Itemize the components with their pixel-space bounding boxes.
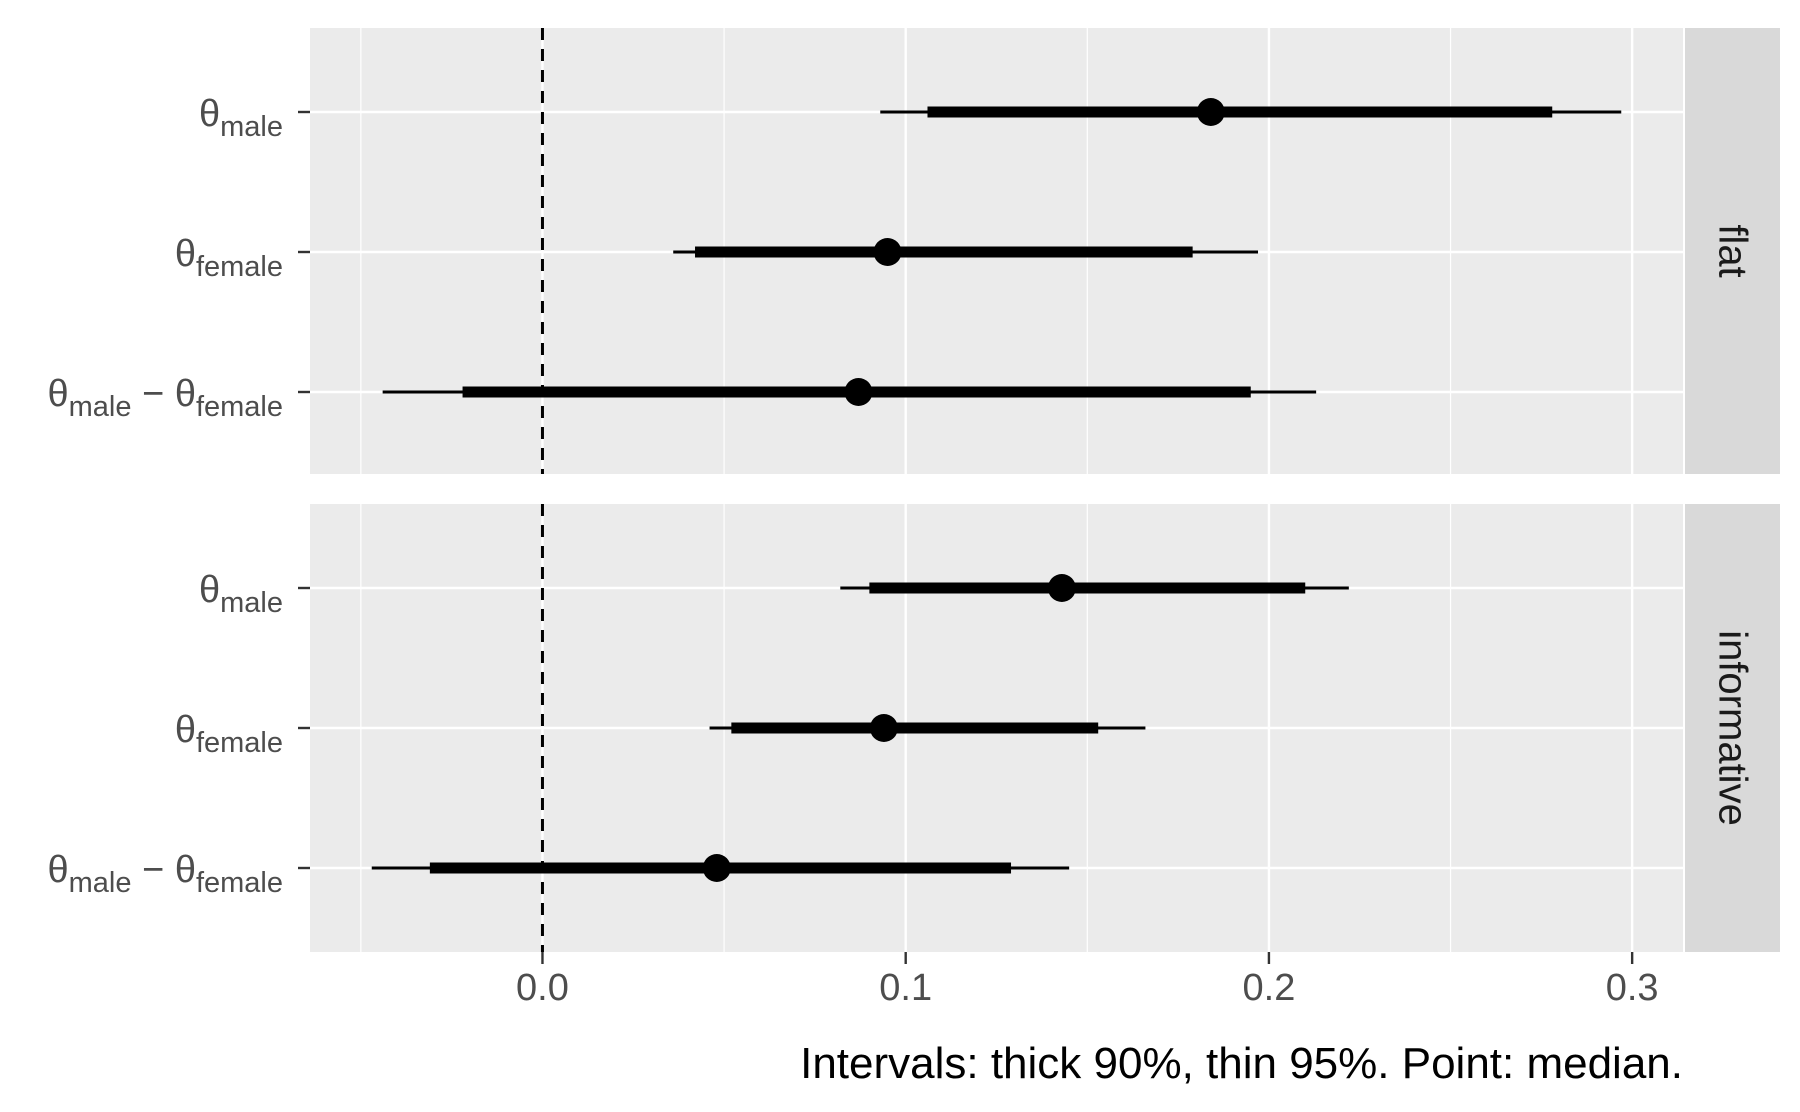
x-tick-label: 0.3	[1606, 967, 1659, 1009]
row-label-subscript: female	[196, 251, 283, 283]
row-label-part: −	[132, 373, 175, 415]
median-point	[1196, 98, 1225, 126]
row-label-subscript: male	[69, 867, 132, 899]
row-label-part: θ	[199, 569, 220, 611]
interval-row	[382, 378, 1317, 406]
interval-row	[673, 238, 1259, 266]
x-tick-label: 0.0	[516, 967, 569, 1009]
interval-row	[709, 714, 1146, 742]
row-label-part: θ	[199, 93, 220, 135]
row-label-subscript: female	[196, 727, 283, 759]
row-label: θmale − θfemale	[48, 373, 284, 423]
median-point	[1047, 574, 1076, 602]
facet-strip-label: informative	[1711, 630, 1755, 826]
row-label-subscript: male	[69, 391, 132, 423]
median-point	[702, 854, 731, 882]
row-label-subscript: male	[220, 111, 283, 143]
median-point	[869, 714, 898, 742]
row-label-part: −	[132, 849, 175, 891]
facet-strip	[1685, 504, 1780, 952]
interval-row	[880, 98, 1622, 126]
row-label-part: θ	[175, 233, 196, 275]
row-label: θmale	[199, 569, 283, 619]
chart-caption: Intervals: thick 90%, thin 95%. Point: m…	[800, 1039, 1683, 1088]
row-label-part: θ	[175, 373, 196, 415]
row-label: θfemale	[175, 709, 283, 759]
row-label: θmale	[199, 93, 283, 143]
row-label-subscript: male	[220, 587, 283, 619]
x-tick-label: 0.2	[1243, 967, 1296, 1009]
row-label-part: θ	[48, 849, 69, 891]
facet-strip	[1685, 28, 1780, 474]
row-label-part: θ	[48, 373, 69, 415]
median-point	[844, 378, 873, 406]
row-label: θmale − θfemale	[48, 849, 284, 899]
interval-row	[371, 854, 1070, 882]
row-label-part: θ	[175, 849, 196, 891]
row-label-part: θ	[175, 709, 196, 751]
row-label-subscript: female	[196, 391, 283, 423]
median-point	[873, 238, 902, 266]
x-tick-label: 0.1	[879, 967, 932, 1009]
facet-strip-label: flat	[1711, 224, 1755, 277]
row-label: θfemale	[175, 233, 283, 283]
row-label-subscript: female	[196, 867, 283, 899]
interval-row	[840, 574, 1349, 602]
